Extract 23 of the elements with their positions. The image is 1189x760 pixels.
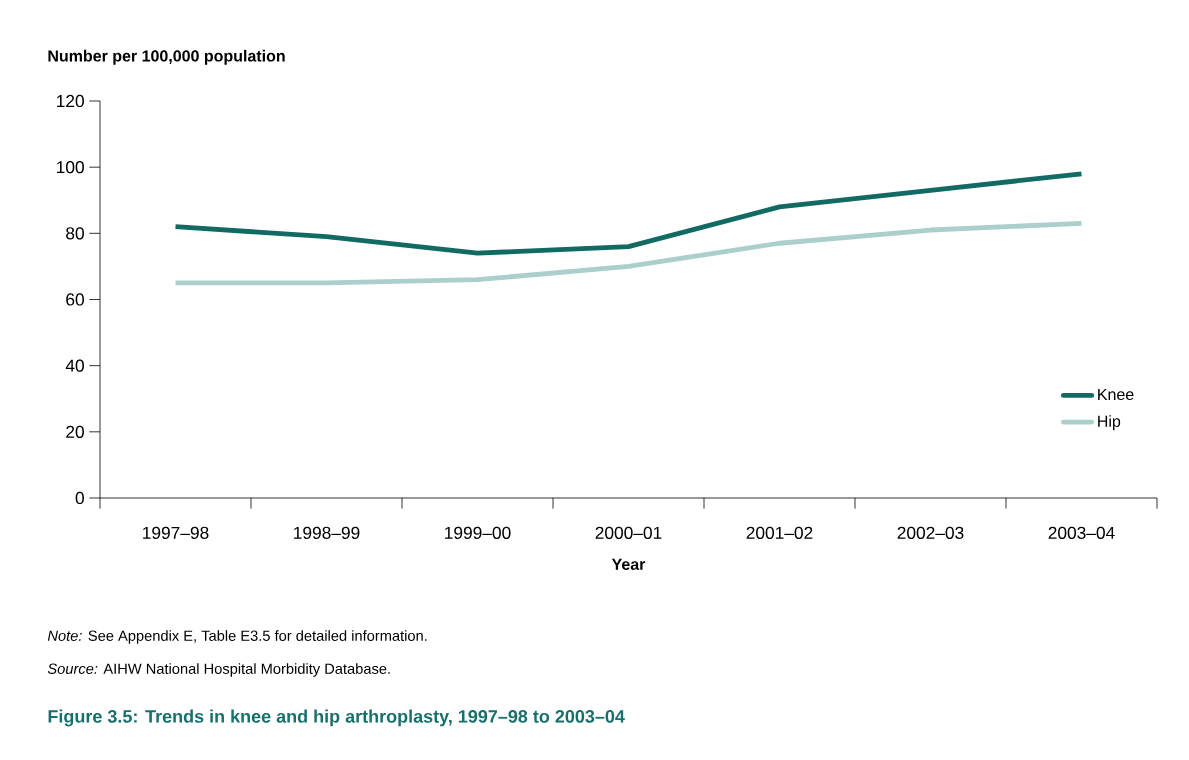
text: Source: AIHW National Hospital Morbidity Database. bbox=[47, 663, 390, 677]
line-series bbox=[173, 221, 1084, 286]
x-axis-title: Year bbox=[611, 558, 646, 570]
legend-label: Knee bbox=[1098, 388, 1134, 401]
y-tick-label: 80 bbox=[66, 227, 84, 240]
text: Figure 3.5: Trends in knee and hip arthroplasty, 1997–98 to 2003–04 bbox=[48, 709, 625, 727]
y-tick-label: 60 bbox=[66, 293, 84, 306]
y-tick-label: 0 bbox=[75, 491, 84, 505]
y-tick-label: 100 bbox=[57, 161, 84, 174]
x-tick-label: 2000–01 bbox=[595, 526, 662, 539]
y-tick-label: 120 bbox=[57, 94, 84, 108]
line-series bbox=[173, 171, 1084, 256]
x-tick-label: 1999–00 bbox=[445, 526, 511, 539]
y-axis-title: Number per 100,000 population bbox=[48, 49, 285, 65]
text: Note: See Appendix E, Table E3.5 for detailed information. bbox=[47, 630, 427, 644]
x-tick-label: 1997–98 bbox=[143, 526, 209, 539]
y-tick-label: 20 bbox=[66, 425, 84, 438]
legend-label: Hip bbox=[1098, 415, 1121, 431]
x-tick-label: 1998–99 bbox=[294, 526, 360, 539]
y-tick-label: 40 bbox=[65, 359, 84, 372]
x-tick-label: 2003–04 bbox=[1048, 526, 1115, 539]
x-tick-label: 2002–03 bbox=[897, 526, 964, 539]
x-tick-label: 2001–02 bbox=[746, 526, 813, 539]
